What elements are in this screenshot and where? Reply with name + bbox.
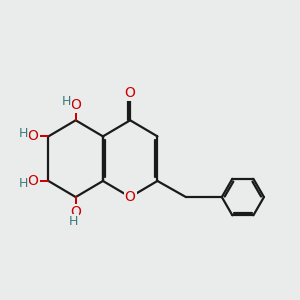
Text: O: O <box>70 206 81 219</box>
Text: O: O <box>125 86 136 100</box>
Text: H: H <box>61 95 71 108</box>
Text: H: H <box>19 128 28 140</box>
Text: H: H <box>68 215 78 228</box>
Text: O: O <box>28 174 38 188</box>
Text: O: O <box>70 98 81 112</box>
Text: O: O <box>28 129 38 143</box>
Text: O: O <box>125 190 136 204</box>
Text: H: H <box>19 177 28 190</box>
